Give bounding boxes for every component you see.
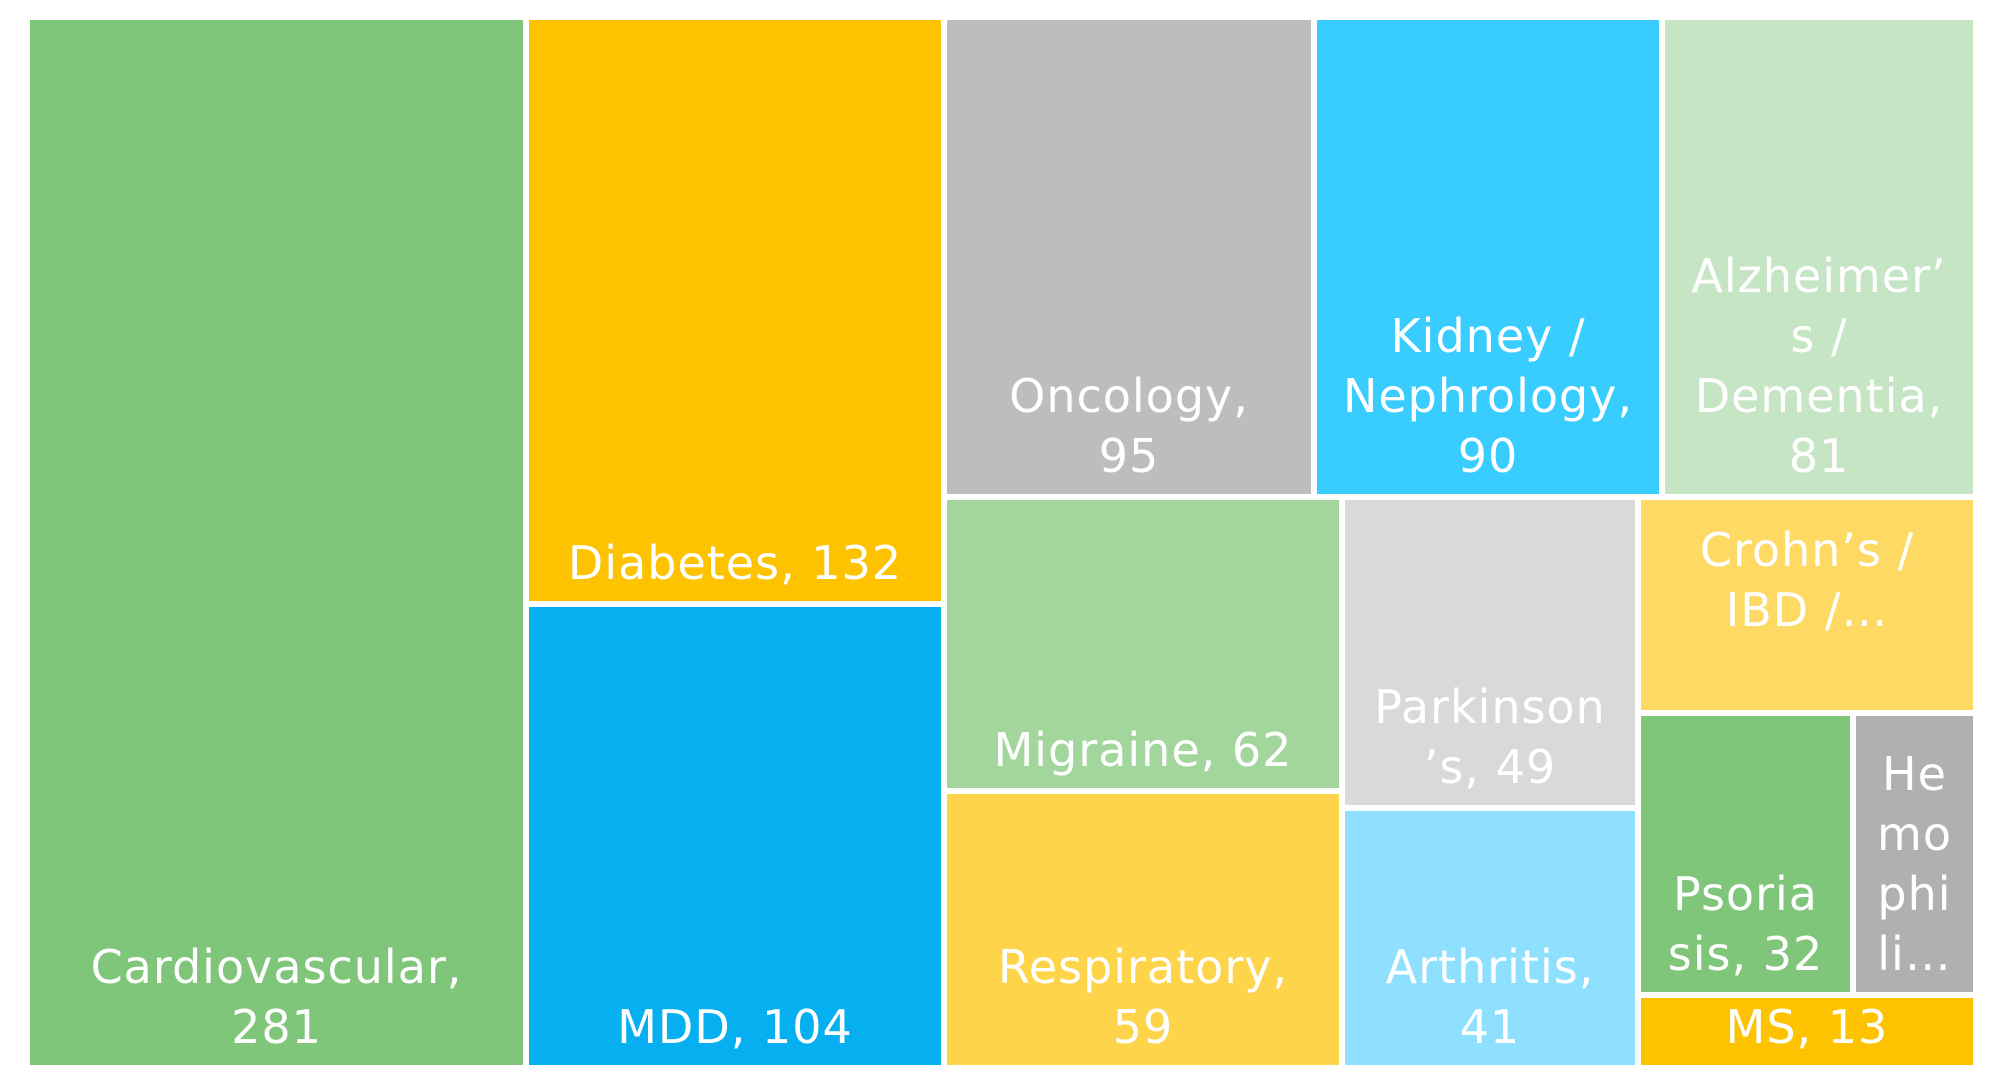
tile-rect-ms xyxy=(1641,998,1973,1065)
tile-label-line: Psoria xyxy=(1673,867,1818,921)
tile-rect-kidney-nephrology xyxy=(1317,20,1659,494)
tile-hemophilia: He mo phi li… xyxy=(1856,716,1973,992)
tile-diabetes: Diabetes, 132 xyxy=(529,20,941,601)
tile-label-mdd: MDD, 104 xyxy=(617,1000,853,1054)
tile-label-line: Diabetes, 132 xyxy=(568,536,902,590)
tile-rect-arthritis xyxy=(1345,811,1635,1065)
tile-label-alzheimer-s-dementia: Alzheimer’ s / Dementia, 81 xyxy=(1691,249,1946,483)
tile-label-line: Cardiovascular, xyxy=(91,940,463,994)
tile-label-line: 41 xyxy=(1460,1000,1521,1054)
tile-rect-oncology xyxy=(947,20,1311,494)
tile-label-line: phi xyxy=(1877,867,1951,921)
tile-label-cardiovascular: Cardiovascular, 281 xyxy=(91,940,463,1054)
tile-rect-diabetes xyxy=(529,20,941,601)
tile-label-line: mo xyxy=(1877,807,1952,861)
tile-label-line: Respiratory, xyxy=(998,940,1288,994)
tile-rect-parkinson-s xyxy=(1345,500,1635,805)
tile-arthritis: Arthritis, 41 xyxy=(1345,811,1635,1065)
tile-label-line: Kidney / xyxy=(1391,309,1586,363)
tile-label-respiratory: Respiratory, 59 xyxy=(998,940,1288,1054)
tile-label-line: He xyxy=(1882,747,1947,801)
tile-rect-psoriasis xyxy=(1641,716,1850,992)
tile-label-line: li… xyxy=(1877,927,1952,981)
tile-rect-mdd xyxy=(529,607,941,1065)
tile-cardiovascular: Cardiovascular, 281 xyxy=(30,20,523,1065)
tile-rect-hemophilia xyxy=(1856,716,1973,992)
tile-label-kidney-nephrology: Kidney / Nephrology, 90 xyxy=(1343,309,1633,483)
tile-ms: MS, 13 xyxy=(1641,998,1973,1065)
tile-label-line: ’s, 49 xyxy=(1424,740,1556,794)
tile-label-line: 81 xyxy=(1789,429,1850,483)
tile-crohn-s-ibd: Crohn’s / IBD /… xyxy=(1641,500,1973,710)
tile-label-line: Migraine, 62 xyxy=(994,723,1293,777)
tile-label-psoriasis: Psoria sis, 32 xyxy=(1668,867,1824,981)
tile-label-line: IBD /… xyxy=(1726,583,1889,637)
tile-migraine: Migraine, 62 xyxy=(947,500,1339,788)
tile-respiratory: Respiratory, 59 xyxy=(947,794,1339,1065)
tile-label-oncology: Oncology, 95 xyxy=(1009,369,1249,483)
tile-label-line: Alzheimer’ xyxy=(1691,249,1946,303)
tile-rect-crohn-s-ibd xyxy=(1641,500,1973,710)
tile-label-line: Parkinson xyxy=(1374,680,1606,734)
tile-label-migraine: Migraine, 62 xyxy=(994,723,1293,777)
tile-label-crohn-s-ibd: Crohn’s / IBD /… xyxy=(1700,523,1914,637)
tile-rect-respiratory xyxy=(947,794,1339,1065)
tile-mdd: MDD, 104 xyxy=(529,607,941,1065)
tile-label-parkinson-s: Parkinson ’s, 49 xyxy=(1374,680,1606,794)
tile-psoriasis: Psoria sis, 32 xyxy=(1641,716,1850,992)
tile-label-line: Arthritis, xyxy=(1386,940,1595,994)
tile-label-arthritis: Arthritis, 41 xyxy=(1386,940,1595,1054)
tile-label-line: Crohn’s / xyxy=(1700,523,1914,577)
tile-label-diabetes: Diabetes, 132 xyxy=(568,536,902,590)
tile-kidney-nephrology: Kidney / Nephrology, 90 xyxy=(1317,20,1659,494)
tile-label-hemophilia: He mo phi li… xyxy=(1877,747,1952,981)
tile-label-ms: MS, 13 xyxy=(1726,1000,1889,1054)
tile-label-line: 95 xyxy=(1099,429,1160,483)
tile-label-line: Nephrology, xyxy=(1343,369,1633,423)
tile-label-line: sis, 32 xyxy=(1668,927,1824,981)
tile-rect-alzheimer-s-dementia xyxy=(1665,20,1973,494)
tile-label-line: 281 xyxy=(231,1000,322,1054)
tile-parkinson-s: Parkinson ’s, 49 xyxy=(1345,500,1635,805)
tile-alzheimer-s-dementia: Alzheimer’ s / Dementia, 81 xyxy=(1665,20,1973,494)
tile-label-line: MDD, 104 xyxy=(617,1000,853,1054)
tile-rect-migraine xyxy=(947,500,1339,788)
tile-label-line: 90 xyxy=(1458,429,1519,483)
tile-label-line: Dementia, xyxy=(1695,369,1944,423)
tile-rect-cardiovascular xyxy=(30,20,523,1065)
tile-label-line: s / xyxy=(1790,309,1847,363)
tile-label-line: MS, 13 xyxy=(1726,1000,1889,1054)
tile-oncology: Oncology, 95 xyxy=(947,20,1311,494)
tile-label-line: Oncology, xyxy=(1009,369,1249,423)
tile-label-line: 59 xyxy=(1113,1000,1174,1054)
